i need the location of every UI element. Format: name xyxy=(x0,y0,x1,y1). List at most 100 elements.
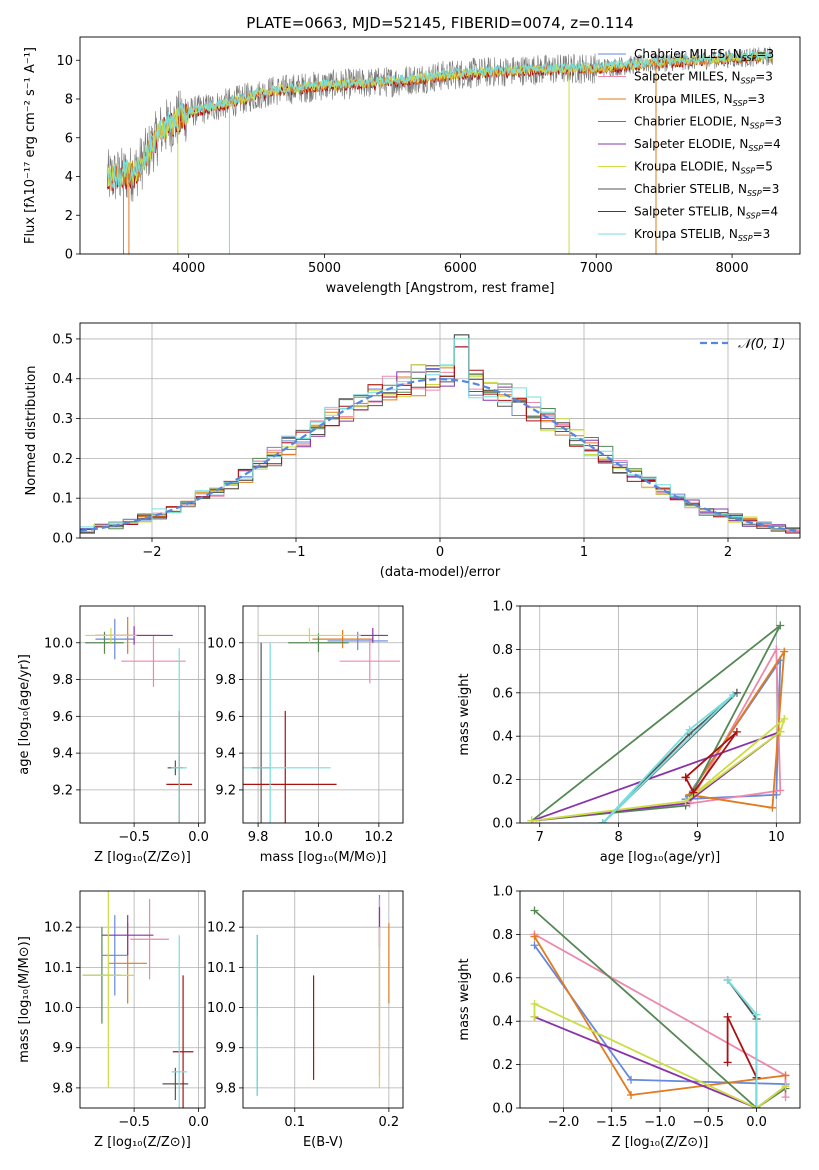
point-marker xyxy=(768,803,777,812)
series-salpeter-elodie xyxy=(527,727,785,823)
point-marker xyxy=(530,999,539,1008)
y-axis-label: mass weight xyxy=(457,958,472,1040)
series-line xyxy=(531,716,786,822)
errorbar-salpeter-elodie xyxy=(101,915,154,956)
point-marker xyxy=(627,1075,636,1084)
series-chabrier-elodie xyxy=(527,621,785,823)
plot-area xyxy=(527,621,789,823)
panel-mass-extinction: 0.1 0.2 9.8 9.9 10.0 10.1 10.2 E(B-V) xyxy=(207,890,404,1150)
y-axis-label: mass [log₁₀(M/M⊙)] xyxy=(17,936,32,1063)
point-marker xyxy=(723,975,732,984)
x-tick-label: 9 xyxy=(693,830,701,845)
errorbar-salpeter-stelib xyxy=(243,710,337,823)
plot-area xyxy=(80,334,800,534)
panel-weight-metallicity: −2.0 −1.5 −1.0 −0.5 0.0 0.0 0.2 0.4 0.6 0.8 1.0 Z [… xyxy=(457,885,801,1150)
errorbar-salpeter-miles xyxy=(339,639,400,684)
y-tick-label: 0.0 xyxy=(52,532,73,547)
y-tick-label: 0.8 xyxy=(492,643,513,658)
panel-mass-metallicity: −0.5 0.0 9.8 9.9 10.0 10.1 10.2 Z [log₁₀(Z/Z⊙)]… xyxy=(17,890,209,1150)
x-tick-label: 10 xyxy=(768,830,785,845)
y-tick-label: 4 xyxy=(65,170,73,185)
plot-area xyxy=(85,617,193,823)
y-tick-label: 0.2 xyxy=(492,1058,513,1073)
point-marker xyxy=(530,941,539,950)
gaussian-curve xyxy=(80,378,800,533)
point-marker xyxy=(781,1071,790,1080)
legend-entry: Salpeter MILES, NSSP=3 xyxy=(634,70,773,86)
point-marker xyxy=(781,1082,790,1091)
x-tick-label: −1 xyxy=(286,545,305,560)
y-tick-label: 10.2 xyxy=(207,921,236,936)
point-marker xyxy=(530,906,539,915)
point-marker xyxy=(781,1093,790,1102)
x-tick-label: −2 xyxy=(142,545,161,560)
point-marker xyxy=(772,645,781,654)
grid xyxy=(80,891,205,1108)
x-tick-label: 5000 xyxy=(308,261,341,276)
y-tick-label: 0.5 xyxy=(52,332,73,347)
x-axis-label: (data-model)/error xyxy=(380,565,501,580)
y-tick-label: 10.2 xyxy=(44,921,73,936)
y-tick-label: 9.8 xyxy=(215,673,236,688)
x-axis-label: age [log₁₀(age/yr)] xyxy=(600,850,721,865)
series-kroupa-elodie xyxy=(527,714,789,823)
x-axis-label: Z [log₁₀(Z/Z⊙)] xyxy=(612,1135,709,1150)
y-tick-label: 10 xyxy=(56,54,73,69)
errorbar-kroupa-miles xyxy=(312,629,373,649)
y-tick-label: 9.8 xyxy=(52,673,73,688)
y-axis-label: mass weight xyxy=(457,673,472,755)
legend-entry: Salpeter STELIB, NSSP=4 xyxy=(634,205,778,221)
x-tick-label: 6000 xyxy=(444,261,477,276)
legend-entry: Chabrier MILES, NSSP=3 xyxy=(634,47,774,63)
point-marker xyxy=(723,1058,732,1067)
plot-area xyxy=(530,906,790,1108)
plot-area xyxy=(256,895,390,1096)
series-line xyxy=(531,731,781,822)
y-tick-label: 9.9 xyxy=(52,1041,73,1056)
series-line xyxy=(684,731,738,795)
x-tick-label: 4000 xyxy=(172,261,205,276)
point-marker xyxy=(530,1012,539,1021)
series-line xyxy=(726,979,758,1108)
y-tick-label: 0.6 xyxy=(492,686,513,701)
point-marker xyxy=(780,714,789,723)
spectrum-data-line xyxy=(106,46,773,202)
x-tick-label: −1.0 xyxy=(644,1115,676,1130)
errorbar-chabrier-miles xyxy=(95,618,135,660)
series-salpeter-stelib xyxy=(681,727,741,797)
panel-age-metallicity: −0.5 0.0 9.2 9.4 9.6 9.8 10.0 Z [log₁₀(Z/Z⊙)] ag… xyxy=(17,605,209,865)
axes-frame xyxy=(242,890,404,1109)
x-tick-label: 9.8 xyxy=(248,830,269,845)
x-tick-label: 8 xyxy=(614,830,622,845)
point-marker xyxy=(689,788,698,797)
legend-entry: Kroupa STELIB, NSSP=3 xyxy=(634,227,770,243)
errorbar-chabrier-miles xyxy=(101,915,128,996)
x-tick-label: 0.1 xyxy=(284,1115,305,1130)
plot-area xyxy=(243,628,400,823)
panel-residuals: −2 −1 0 1 2 0.0 0.1 0.2 0.3 0.4 0.5 (data-model)/er… xyxy=(24,322,801,580)
point-marker xyxy=(752,1010,761,1019)
y-tick-label: 0 xyxy=(65,248,73,263)
y-tick-label: 2 xyxy=(65,209,73,224)
y-tick-label: 10.1 xyxy=(44,961,73,976)
errorbar-salpeter-elodie xyxy=(357,628,388,643)
x-tick-label: 7000 xyxy=(580,261,613,276)
x-tick-label: 0.2 xyxy=(379,1115,400,1130)
errorbar-kroupa-stelib xyxy=(171,935,187,1108)
x-tick-label: 0.0 xyxy=(188,830,209,845)
y-tick-label: 0.4 xyxy=(492,1015,513,1030)
x-axis-label: E(B-V) xyxy=(303,1135,343,1150)
y-tick-label: 9.2 xyxy=(215,783,236,798)
legend-entry: 𝒩(0, 1) xyxy=(738,337,785,352)
panel-age-mass: 9.8 10.0 10.2 9.2 9.4 9.6 9.8 10.0 mass [log₁₀(M… xyxy=(207,605,404,865)
y-tick-label: 0.2 xyxy=(492,773,513,788)
x-tick-label: 0.0 xyxy=(188,1115,209,1130)
chart-title: PLATE=0663, MJD=52145, FIBERID=0074, z=0… xyxy=(246,14,633,32)
y-tick-label: 1.0 xyxy=(492,885,513,900)
y-tick-label: 0.1 xyxy=(52,492,73,507)
series-line xyxy=(533,1002,787,1108)
point-marker xyxy=(752,1104,761,1108)
x-tick-label: 10.0 xyxy=(304,830,333,845)
errorbar-chabrier-stelib xyxy=(162,1067,189,1100)
y-tick-label: 0.8 xyxy=(492,928,513,943)
